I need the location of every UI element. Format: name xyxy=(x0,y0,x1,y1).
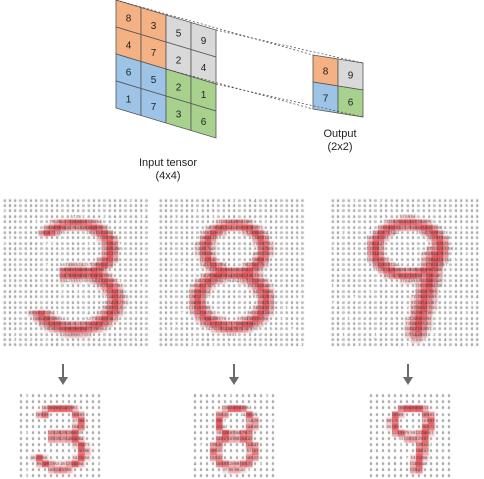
projection-line xyxy=(215,29,364,64)
pooled-digit-3-matrix xyxy=(18,393,102,479)
output-cell-value: 6 xyxy=(348,98,354,109)
input-cell-value: 7 xyxy=(151,48,157,59)
output-label-title: Output xyxy=(323,128,357,140)
output-label-size: (2x2) xyxy=(327,141,353,153)
input-cell-value: 1 xyxy=(201,90,207,101)
input-cell-value: 3 xyxy=(176,109,182,120)
input-cell-value: 1 xyxy=(126,94,132,105)
input-cell-value: 7 xyxy=(151,102,157,113)
input-digit-8-matrix xyxy=(158,198,305,348)
output-cell-value: 7 xyxy=(323,94,329,105)
input-cell-value: 4 xyxy=(201,63,207,74)
projection-lines xyxy=(115,0,364,118)
pooled-digit-8-matrix xyxy=(192,393,276,479)
input-label-title: Input tensor xyxy=(138,157,198,169)
projection-line xyxy=(215,83,364,118)
input-digit-9-matrix xyxy=(330,198,480,348)
input-cell-value: 9 xyxy=(201,36,207,47)
input-label-size: (4x4) xyxy=(155,170,181,182)
input-digit-3-matrix xyxy=(2,198,149,348)
input-cell-value: 3 xyxy=(151,21,157,32)
input-cell-value: 8 xyxy=(126,13,132,24)
input-tensor-label: Input tensor (4x4) xyxy=(118,157,218,183)
output-cell xyxy=(337,85,364,118)
input-cell-value: 4 xyxy=(126,40,132,51)
input-cell-value: 2 xyxy=(176,55,182,66)
output-cell-value: 8 xyxy=(323,67,329,78)
pooled-digit-9-matrix xyxy=(368,393,452,479)
input-cell-value: 6 xyxy=(201,117,207,128)
output-label: Output (2x2) xyxy=(305,128,375,154)
input-cell-value: 5 xyxy=(176,28,182,39)
input-cell xyxy=(190,102,217,139)
output-tensor-grid: 8 9 7 6 xyxy=(312,54,364,118)
output-cell-value: 9 xyxy=(348,71,354,82)
input-cell-value: 6 xyxy=(126,67,132,78)
input-cell-value: 2 xyxy=(176,82,182,93)
input-cell-value: 5 xyxy=(151,75,157,86)
